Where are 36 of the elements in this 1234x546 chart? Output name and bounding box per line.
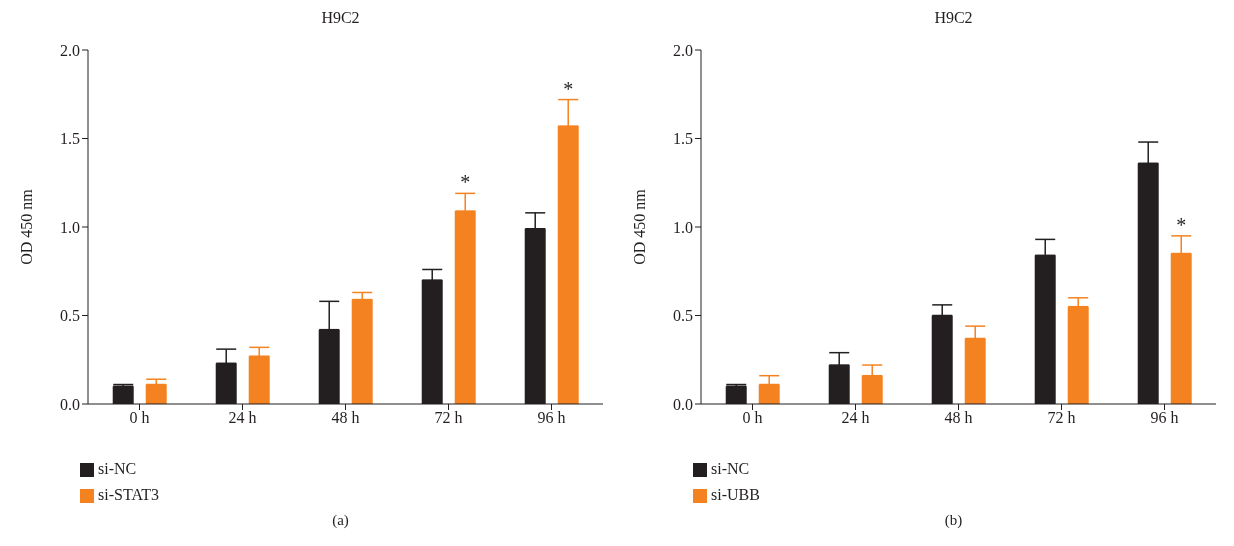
chart-title: H9C2 (933, 8, 974, 28)
x-tick-label: 24 h (841, 409, 870, 427)
text: (b) (943, 512, 964, 529)
y-tick-label: 0.0 (673, 395, 693, 413)
x-tick-label: 72 h (434, 409, 463, 427)
y-tick-label: 0.5 (673, 307, 693, 325)
x-tick-label: 48 h (944, 409, 973, 427)
x-tick-label: 72 h (1047, 409, 1076, 427)
y-tick-label: 2.0 (673, 41, 693, 59)
bar (557, 126, 579, 404)
y-axis-title: OD 450 nm (630, 188, 648, 265)
legend-label: si-NC (98, 460, 137, 477)
y-tick-label: 0.5 (60, 307, 80, 325)
x-tick-label: 0 h (129, 409, 150, 427)
legend-label: si-STAT3 (98, 486, 159, 503)
y-tick-label: 1.5 (60, 130, 80, 148)
y-axis-title: OD 450 nm (17, 188, 35, 265)
x-tick-label: 96 h (1150, 409, 1179, 427)
data-label: * (563, 77, 574, 100)
bar (454, 211, 476, 404)
y-tick-label: 1.5 (673, 130, 693, 148)
data-label: * (460, 171, 471, 194)
legend-label: si-NC (711, 460, 750, 477)
data-label: * (1176, 213, 1187, 236)
y-tick-label: 0.0 (60, 395, 80, 413)
x-tick-label: 24 h (228, 409, 257, 427)
chart-title: H9C2 (320, 8, 361, 28)
x-tick-label: 48 h (331, 409, 360, 427)
x-tick-label: 96 h (537, 409, 566, 427)
bar (248, 356, 270, 404)
x-tick-label: 0 h (742, 409, 763, 427)
legend-label: si-UBB (711, 486, 760, 503)
y-tick-label: 1.0 (60, 218, 80, 236)
text: (a) (331, 512, 350, 529)
y-tick-label: 2.0 (60, 41, 80, 59)
y-tick-label: 1.0 (673, 218, 693, 236)
